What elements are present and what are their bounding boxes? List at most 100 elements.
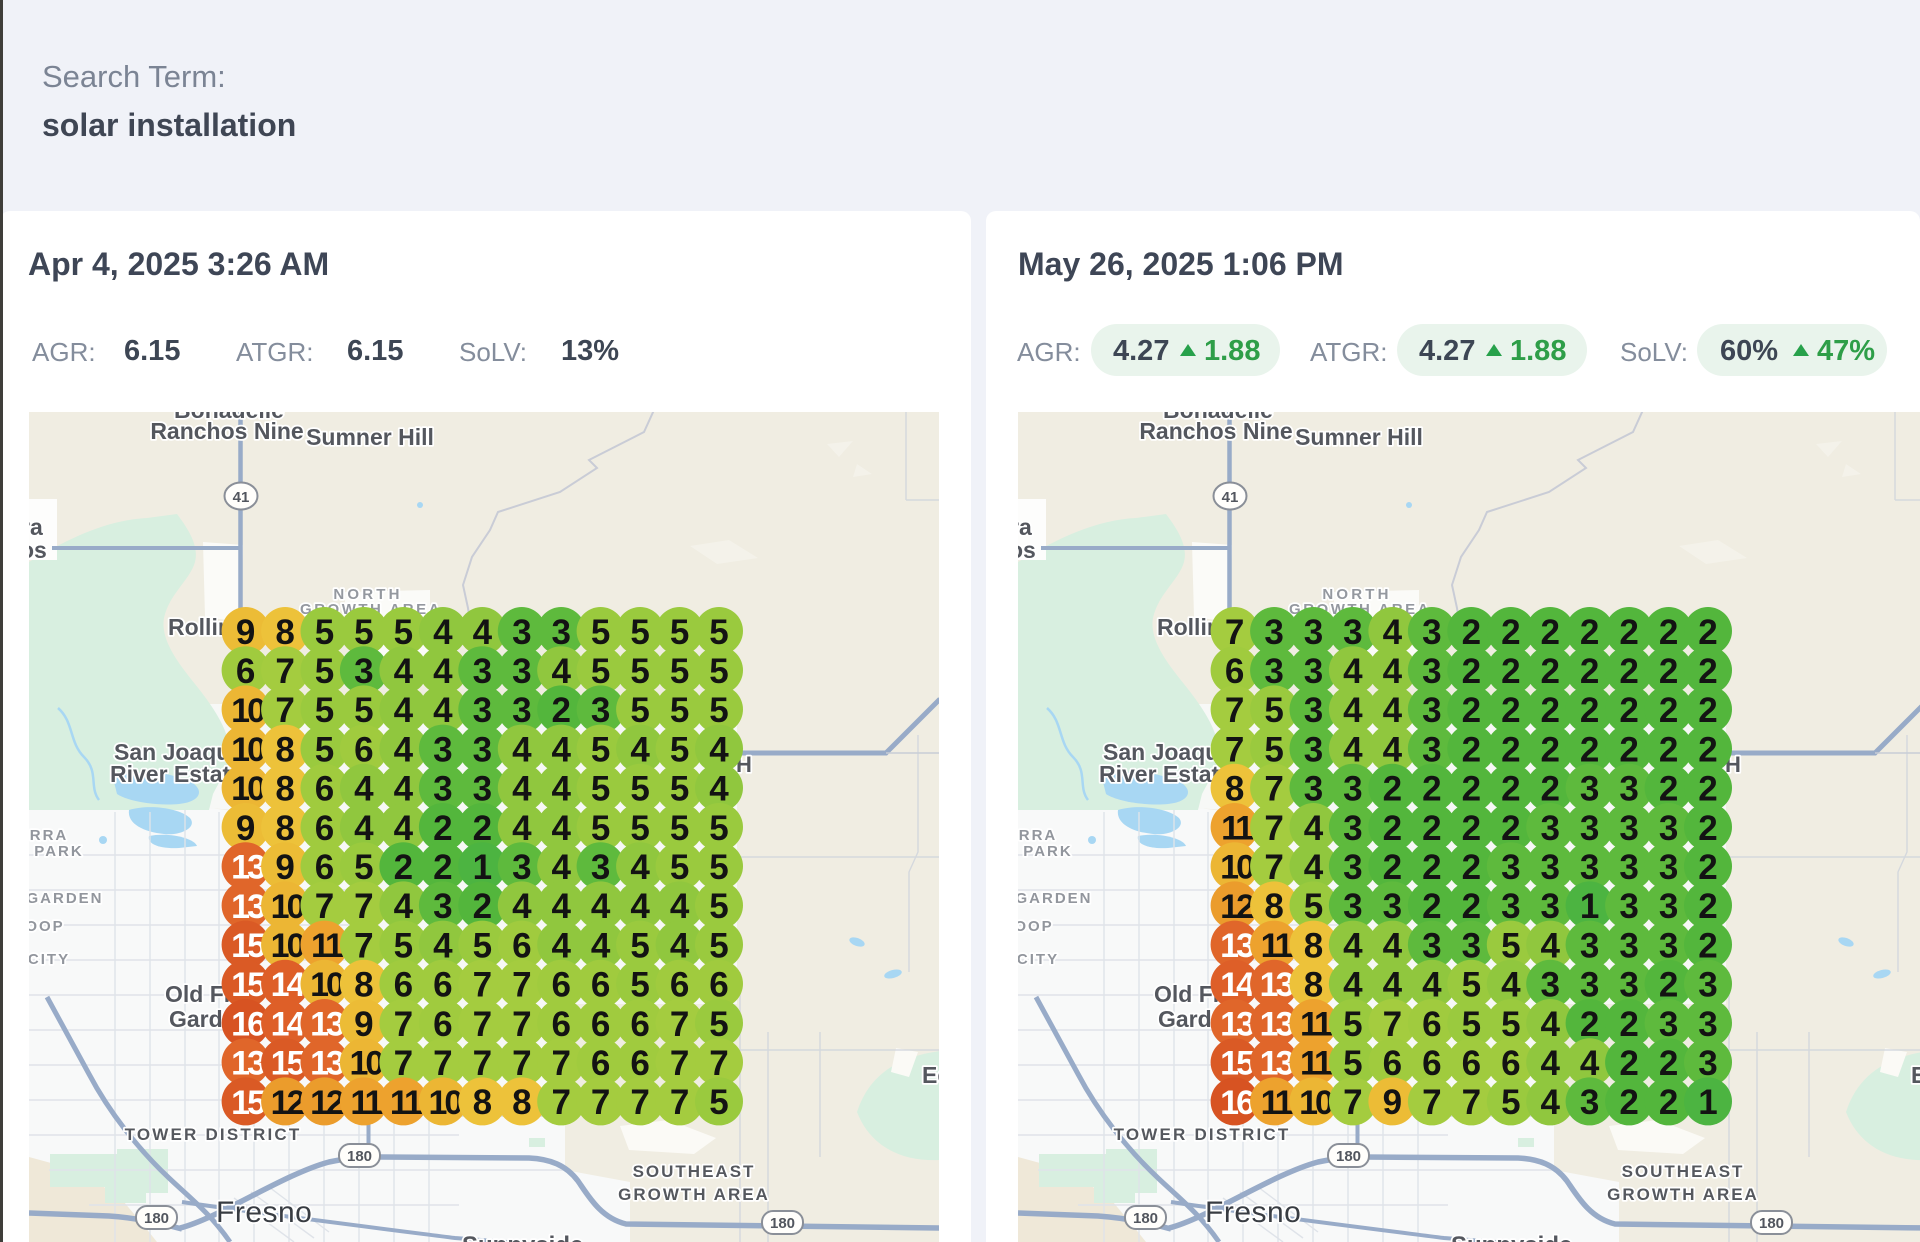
svg-text:4: 4	[551, 926, 571, 965]
svg-text:5: 5	[1303, 887, 1322, 926]
svg-text:4: 4	[591, 926, 611, 965]
svg-text:4: 4	[1540, 1044, 1560, 1083]
svg-text:6: 6	[1422, 1044, 1441, 1083]
svg-text:7: 7	[1224, 691, 1243, 730]
svg-text:4: 4	[512, 730, 532, 769]
svg-text:3: 3	[1658, 887, 1677, 926]
svg-text:2: 2	[1501, 809, 1520, 848]
svg-text:2: 2	[1698, 848, 1717, 887]
svg-text:2: 2	[1698, 809, 1717, 848]
svg-text:7: 7	[670, 1083, 689, 1122]
svg-text:3: 3	[1579, 770, 1598, 809]
svg-text:3: 3	[1579, 809, 1598, 848]
svg-text:3: 3	[512, 652, 531, 691]
svg-text:7: 7	[591, 1083, 610, 1122]
svg-text:3: 3	[1303, 691, 1322, 730]
svg-text:3: 3	[1540, 887, 1559, 926]
svg-text:4: 4	[512, 887, 532, 926]
svg-text:9: 9	[236, 613, 255, 652]
svg-text:4: 4	[1343, 966, 1363, 1005]
svg-text:4: 4	[551, 809, 571, 848]
svg-text:4: 4	[1382, 730, 1402, 769]
svg-text:10: 10	[1299, 1084, 1333, 1122]
svg-text:4: 4	[670, 926, 690, 965]
svg-text:3: 3	[473, 691, 492, 730]
svg-text:4: 4	[433, 691, 453, 730]
svg-text:4: 4	[394, 887, 414, 926]
svg-text:2: 2	[1658, 613, 1677, 652]
svg-text:15: 15	[231, 927, 265, 965]
svg-text:13: 13	[1220, 1005, 1254, 1043]
svg-text:5: 5	[670, 770, 689, 809]
svg-text:7: 7	[512, 1005, 531, 1044]
svg-text:5: 5	[354, 691, 373, 730]
svg-text:4: 4	[394, 770, 414, 809]
svg-text:5: 5	[315, 730, 334, 769]
svg-text:4: 4	[1382, 613, 1402, 652]
svg-text:13: 13	[1259, 1045, 1293, 1083]
svg-text:2: 2	[1619, 652, 1638, 691]
svg-text:2: 2	[1461, 730, 1480, 769]
svg-text:5: 5	[591, 770, 610, 809]
svg-text:3: 3	[1658, 926, 1677, 965]
svg-text:3: 3	[1264, 613, 1283, 652]
svg-text:3: 3	[1343, 848, 1362, 887]
svg-text:3: 3	[1264, 652, 1283, 691]
svg-text:2: 2	[1658, 691, 1677, 730]
svg-text:5: 5	[1501, 1083, 1520, 1122]
svg-text:3: 3	[1540, 809, 1559, 848]
svg-text:10: 10	[310, 966, 344, 1004]
svg-text:2: 2	[1698, 613, 1717, 652]
svg-text:2: 2	[473, 887, 492, 926]
svg-text:15: 15	[1220, 1045, 1254, 1083]
svg-text:3: 3	[1422, 730, 1441, 769]
svg-text:7: 7	[670, 1044, 689, 1083]
svg-text:13: 13	[1259, 1005, 1293, 1043]
svg-text:5: 5	[1343, 1044, 1362, 1083]
svg-text:2: 2	[1501, 691, 1520, 730]
svg-text:2: 2	[1461, 770, 1480, 809]
svg-text:4: 4	[1382, 966, 1402, 1005]
svg-text:2: 2	[1619, 613, 1638, 652]
svg-text:4: 4	[433, 613, 453, 652]
svg-text:5: 5	[630, 966, 649, 1005]
svg-text:4: 4	[630, 848, 650, 887]
svg-text:6: 6	[1422, 1005, 1441, 1044]
svg-text:3: 3	[1579, 848, 1598, 887]
svg-text:10: 10	[349, 1045, 383, 1083]
svg-text:14: 14	[271, 966, 306, 1004]
svg-text:13: 13	[1220, 927, 1254, 965]
svg-text:9: 9	[354, 1005, 373, 1044]
svg-text:3: 3	[1303, 652, 1322, 691]
svg-text:3: 3	[433, 730, 452, 769]
svg-text:5: 5	[709, 1005, 728, 1044]
svg-text:5: 5	[354, 848, 373, 887]
svg-text:2: 2	[1698, 691, 1717, 730]
svg-text:2: 2	[1579, 730, 1598, 769]
svg-text:9: 9	[236, 809, 255, 848]
svg-text:7: 7	[275, 652, 294, 691]
svg-text:2: 2	[1422, 887, 1441, 926]
svg-text:2: 2	[1422, 809, 1441, 848]
svg-text:5: 5	[709, 926, 728, 965]
svg-text:3: 3	[1698, 1044, 1717, 1083]
svg-text:11: 11	[1260, 927, 1292, 965]
svg-text:6: 6	[315, 809, 334, 848]
svg-text:3: 3	[1698, 966, 1717, 1005]
svg-text:10: 10	[231, 692, 265, 730]
svg-text:7: 7	[1264, 809, 1283, 848]
svg-text:2: 2	[1698, 770, 1717, 809]
svg-text:4: 4	[1343, 652, 1363, 691]
svg-text:3: 3	[591, 848, 610, 887]
svg-text:4: 4	[551, 848, 571, 887]
svg-text:3: 3	[1540, 848, 1559, 887]
svg-text:6: 6	[551, 1005, 570, 1044]
svg-text:6: 6	[1224, 652, 1243, 691]
svg-text:2: 2	[1658, 1044, 1677, 1083]
svg-text:4: 4	[1540, 1005, 1560, 1044]
svg-text:4: 4	[1382, 652, 1402, 691]
svg-text:3: 3	[1501, 887, 1520, 926]
svg-text:9: 9	[1382, 1083, 1401, 1122]
svg-text:3: 3	[1422, 652, 1441, 691]
svg-text:5: 5	[394, 926, 413, 965]
